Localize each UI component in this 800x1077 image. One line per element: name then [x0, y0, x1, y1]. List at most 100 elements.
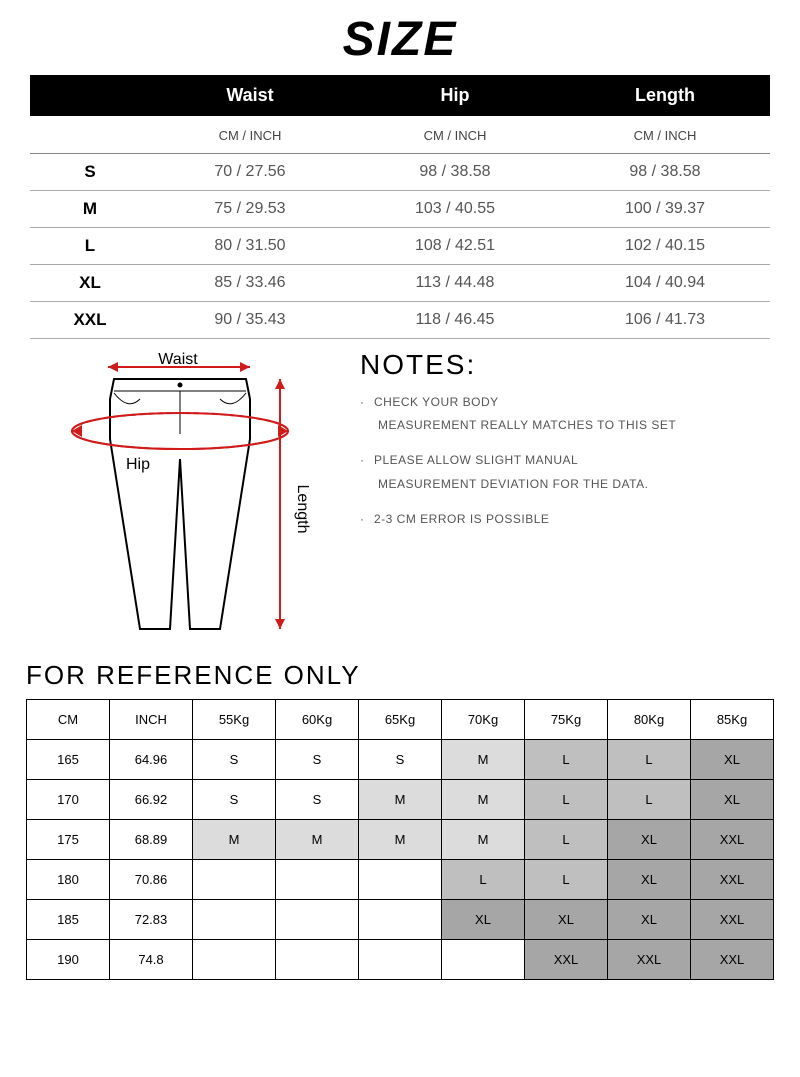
ref-cell: S — [193, 740, 276, 780]
ref-cell: XXL — [691, 820, 774, 860]
ref-hdr: 55Kg — [193, 700, 276, 740]
ref-cell: XL — [691, 740, 774, 780]
size-row: S 70 / 27.56 98 / 38.58 98 / 38.58 — [30, 154, 770, 191]
ref-cell: M — [193, 820, 276, 860]
ref-cm: 180 — [27, 860, 110, 900]
ref-cell — [276, 900, 359, 940]
unit-hip: CM / INCH — [350, 116, 560, 154]
ref-cell: M — [359, 780, 442, 820]
size-label: XXL — [30, 302, 150, 339]
ref-inch: 68.89 — [110, 820, 193, 860]
size-table-unit-row: CM / INCH CM / INCH CM / INCH — [30, 116, 770, 154]
ref-cell: M — [442, 820, 525, 860]
ref-cell: S — [276, 740, 359, 780]
ref-hdr: CM — [27, 700, 110, 740]
ref-cm: 185 — [27, 900, 110, 940]
ref-inch: 72.83 — [110, 900, 193, 940]
ref-cell: S — [193, 780, 276, 820]
ref-row: 17066.92SSMMLLXL — [27, 780, 774, 820]
ref-cell: XXL — [691, 860, 774, 900]
waist-text: Waist — [158, 351, 198, 368]
ref-cell — [193, 900, 276, 940]
ref-row: 16564.96SSSMLLXL — [27, 740, 774, 780]
notes-line: ·CHECK YOUR BODY — [360, 393, 780, 412]
ref-cell — [359, 940, 442, 980]
ref-cell: M — [442, 780, 525, 820]
ref-inch: 64.96 — [110, 740, 193, 780]
ref-hdr: 60Kg — [276, 700, 359, 740]
size-hdr-hip: Hip — [350, 75, 560, 116]
ref-hdr: 75Kg — [525, 700, 608, 740]
ref-hdr: INCH — [110, 700, 193, 740]
unit-blank — [30, 116, 150, 154]
size-table-header: Waist Hip Length — [30, 75, 770, 116]
ref-cell — [442, 940, 525, 980]
size-hdr-blank — [30, 75, 150, 116]
ref-cell: XXL — [525, 940, 608, 980]
size-table: Waist Hip Length CM / INCH CM / INCH CM … — [30, 75, 770, 339]
notes-line: ·2-3 CM ERROR IS POSSIBLE — [360, 510, 780, 529]
notes-title: NOTES: — [360, 349, 780, 381]
size-label: L — [30, 228, 150, 265]
unit-waist: CM / INCH — [150, 116, 350, 154]
size-label: S — [30, 154, 150, 191]
ref-cell: XL — [691, 780, 774, 820]
ref-cell — [193, 940, 276, 980]
size-waist: 75 / 29.53 — [150, 191, 350, 228]
size-label: M — [30, 191, 150, 228]
size-hip: 108 / 42.51 — [350, 228, 560, 265]
ref-cell — [359, 900, 442, 940]
length-text: Length — [294, 485, 311, 534]
ref-cell: S — [276, 780, 359, 820]
size-hip: 118 / 46.45 — [350, 302, 560, 339]
ref-cell: XXL — [691, 940, 774, 980]
page-title: SIZE — [0, 0, 800, 75]
size-length: 102 / 40.15 — [560, 228, 770, 265]
ref-cell: S — [359, 740, 442, 780]
size-waist: 90 / 35.43 — [150, 302, 350, 339]
ref-hdr: 85Kg — [691, 700, 774, 740]
ref-cell: XL — [608, 900, 691, 940]
ref-row: 18572.83XLXLXLXXL — [27, 900, 774, 940]
ref-cell: XXL — [608, 940, 691, 980]
ref-row: 17568.89MMMMLXLXXL — [27, 820, 774, 860]
ref-hdr: 70Kg — [442, 700, 525, 740]
ref-hdr: 80Kg — [608, 700, 691, 740]
ref-cell: L — [525, 780, 608, 820]
ref-cell: XL — [442, 900, 525, 940]
ref-cell — [276, 940, 359, 980]
ref-cell: M — [359, 820, 442, 860]
size-label: XL — [30, 265, 150, 302]
reference-table: CM INCH 55Kg 60Kg 65Kg 70Kg 75Kg 80Kg 85… — [26, 699, 774, 980]
size-row: M 75 / 29.53 103 / 40.55 100 / 39.37 — [30, 191, 770, 228]
ref-row: 18070.86LLXLXXL — [27, 860, 774, 900]
size-row: L 80 / 31.50 108 / 42.51 102 / 40.15 — [30, 228, 770, 265]
ref-row: 19074.8XXLXXLXXL — [27, 940, 774, 980]
size-waist: 85 / 33.46 — [150, 265, 350, 302]
size-length: 106 / 41.73 — [560, 302, 770, 339]
hip-text: Hip — [126, 456, 150, 473]
ref-cell — [359, 860, 442, 900]
size-hip: 103 / 40.55 — [350, 191, 560, 228]
reference-title: FOR REFERENCE ONLY — [26, 660, 800, 691]
ref-header-row: CM INCH 55Kg 60Kg 65Kg 70Kg 75Kg 80Kg 85… — [27, 700, 774, 740]
ref-cm: 170 — [27, 780, 110, 820]
ref-cell: L — [608, 780, 691, 820]
size-length: 100 / 39.37 — [560, 191, 770, 228]
pants-diagram: Waist Hip Length — [20, 349, 360, 654]
ref-inch: 74.8 — [110, 940, 193, 980]
ref-inch: 66.92 — [110, 780, 193, 820]
ref-cm: 190 — [27, 940, 110, 980]
notes-line: ·PLEASE ALLOW SLIGHT MANUAL — [360, 451, 780, 470]
unit-length: CM / INCH — [560, 116, 770, 154]
ref-cell: L — [442, 860, 525, 900]
size-waist: 70 / 27.56 — [150, 154, 350, 191]
size-hdr-waist: Waist — [150, 75, 350, 116]
size-length: 98 / 38.58 — [560, 154, 770, 191]
ref-inch: 70.86 — [110, 860, 193, 900]
ref-cm: 165 — [27, 740, 110, 780]
notes-line: MEASUREMENT REALLY MATCHES TO THIS SET — [360, 416, 780, 435]
ref-cell: L — [525, 860, 608, 900]
ref-cell: XL — [608, 860, 691, 900]
ref-cell: L — [525, 740, 608, 780]
